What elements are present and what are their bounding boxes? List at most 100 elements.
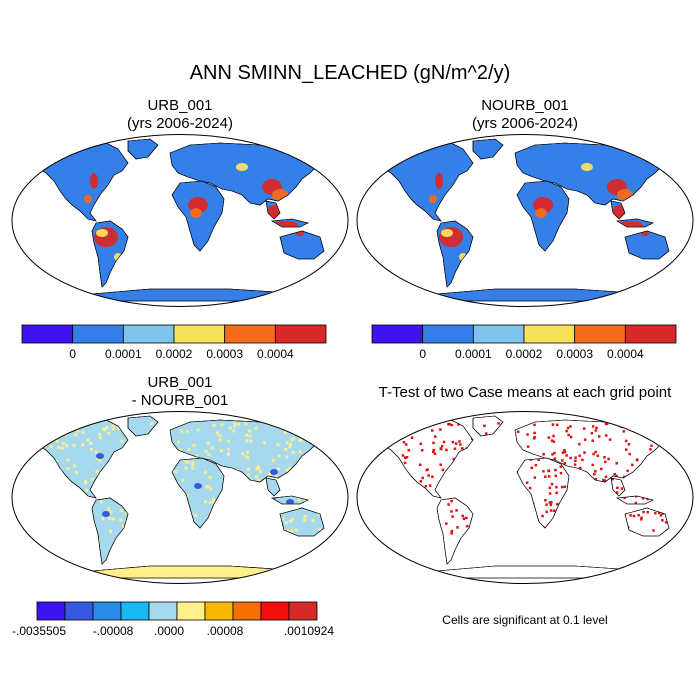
- signif-cell-215: [555, 423, 559, 427]
- signif-cell-468: [403, 461, 407, 465]
- diff-cell-267: [43, 484, 47, 488]
- signif-cell-286: [595, 503, 598, 507]
- diff-cell-31: [225, 518, 229, 522]
- signif-cell-126: [408, 531, 412, 534]
- signif-cell-350: [578, 454, 581, 458]
- signif-cell-231: [612, 530, 615, 533]
- diff-cell-201: [219, 497, 223, 501]
- diff-cell-323: [132, 444, 136, 448]
- diff-cell-337: [204, 470, 208, 474]
- diff-cell-14: [143, 515, 147, 519]
- signif-cell-232: [497, 446, 501, 450]
- diff-cell-309: [124, 491, 128, 495]
- diff-cell-314: [303, 518, 307, 522]
- diff-cell-413: [290, 470, 294, 474]
- signif-cell-415: [448, 423, 451, 426]
- signif-cell-222: [524, 538, 528, 541]
- signif-cell-116: [660, 482, 663, 486]
- signif-cell-430: [468, 456, 472, 459]
- signif-cell-488: [459, 443, 462, 446]
- signif-cell-26: [379, 512, 382, 515]
- diff-cell-341: [299, 505, 303, 509]
- diff-cell-70: [210, 446, 214, 450]
- signif-cell-169: [492, 525, 495, 528]
- diff-cell-190: [198, 527, 202, 531]
- signif-cell-252: [528, 486, 532, 490]
- signif-cell-192: [413, 491, 416, 495]
- signif-cell-311: [518, 482, 521, 485]
- colorbar-label: .0010924: [284, 624, 334, 638]
- diff-cell-30: [188, 531, 192, 535]
- signif-cell-364: [553, 457, 557, 460]
- diff-cell-200: [79, 528, 83, 532]
- signif-cell-372: [534, 463, 538, 467]
- diff-cell-339: [302, 454, 306, 458]
- diff-cell-399: [239, 526, 243, 530]
- signif-cell-228: [456, 494, 460, 497]
- signif-cell-433: [658, 475, 661, 478]
- signif-cell-65: [404, 536, 408, 540]
- diff-cell-366: [290, 517, 294, 521]
- signif-cell-479: [513, 496, 517, 500]
- diff-cell-129: [186, 541, 190, 545]
- diff-cell-288: [149, 422, 153, 426]
- colorbar-box-0: [21, 324, 74, 344]
- signif-cell-505: [530, 524, 534, 528]
- diff-cell-90: [243, 519, 247, 523]
- signif-cell-203: [548, 501, 552, 504]
- diff-cell-53: [240, 485, 244, 489]
- signif-cell-224: [533, 423, 536, 427]
- signif-cell-397: [431, 450, 435, 454]
- colorbar-box-4: [148, 601, 178, 621]
- signif-cell-292: [552, 434, 555, 438]
- diff-cell-113: [195, 454, 199, 458]
- signif-cell-101: [426, 423, 430, 427]
- signif-cell-461: [551, 453, 554, 456]
- signif-cell-408: [384, 506, 388, 509]
- diff-cell-220: [184, 459, 188, 463]
- signif-cell-422: [590, 535, 593, 538]
- diff-cell-308: [113, 496, 117, 500]
- outline-africa: [171, 180, 225, 252]
- diff-cell-148: [172, 499, 176, 503]
- diff-cell-184: [226, 439, 230, 443]
- signif-cell-411: [475, 436, 479, 439]
- signif-cell-316: [466, 500, 470, 503]
- diff-cell-76: [63, 498, 67, 502]
- diff-cell-221: [132, 501, 136, 505]
- signif-cell-183: [414, 495, 418, 499]
- diff-cell-340: [86, 438, 90, 442]
- signif-cell-79: [378, 490, 381, 493]
- colorbar-box-5: [176, 601, 206, 621]
- hotspot-1: [441, 229, 453, 237]
- signif-cell-303: [441, 468, 445, 472]
- signif-cell-309: [518, 484, 522, 488]
- signif-cell-135: [657, 430, 660, 433]
- outline-australia: [624, 230, 670, 260]
- diff-cell-29: [254, 475, 258, 479]
- diff-cell-393: [61, 491, 65, 495]
- signif-cell-156: [563, 449, 566, 452]
- signif-cell-404: [514, 484, 518, 488]
- diff-cell-377: [53, 508, 57, 512]
- diff-cell-185: [57, 445, 61, 449]
- diff-cell-280: [124, 511, 128, 515]
- diff-cell-353: [67, 497, 71, 501]
- signif-cell-161: [474, 453, 477, 456]
- colorbar-label: .00008: [207, 624, 244, 638]
- diff-cell-247: [261, 520, 265, 524]
- signif-cell-484: [566, 513, 569, 516]
- hotspot-3: [535, 208, 547, 218]
- diff-cell-176: [50, 526, 54, 530]
- diff-cell-254: [241, 452, 245, 456]
- signif-cell-450: [510, 433, 514, 437]
- signif-cell-472: [555, 491, 558, 495]
- signif-cell-157: [513, 437, 517, 440]
- signif-cell-172: [625, 481, 628, 484]
- diff-cell-58: [85, 488, 89, 492]
- signif-cell-167: [655, 467, 658, 471]
- signif-cell-416: [511, 469, 515, 472]
- diff-cell-183: [138, 538, 142, 542]
- signif-cell-100: [559, 471, 563, 475]
- signif-cell-106: [463, 473, 466, 477]
